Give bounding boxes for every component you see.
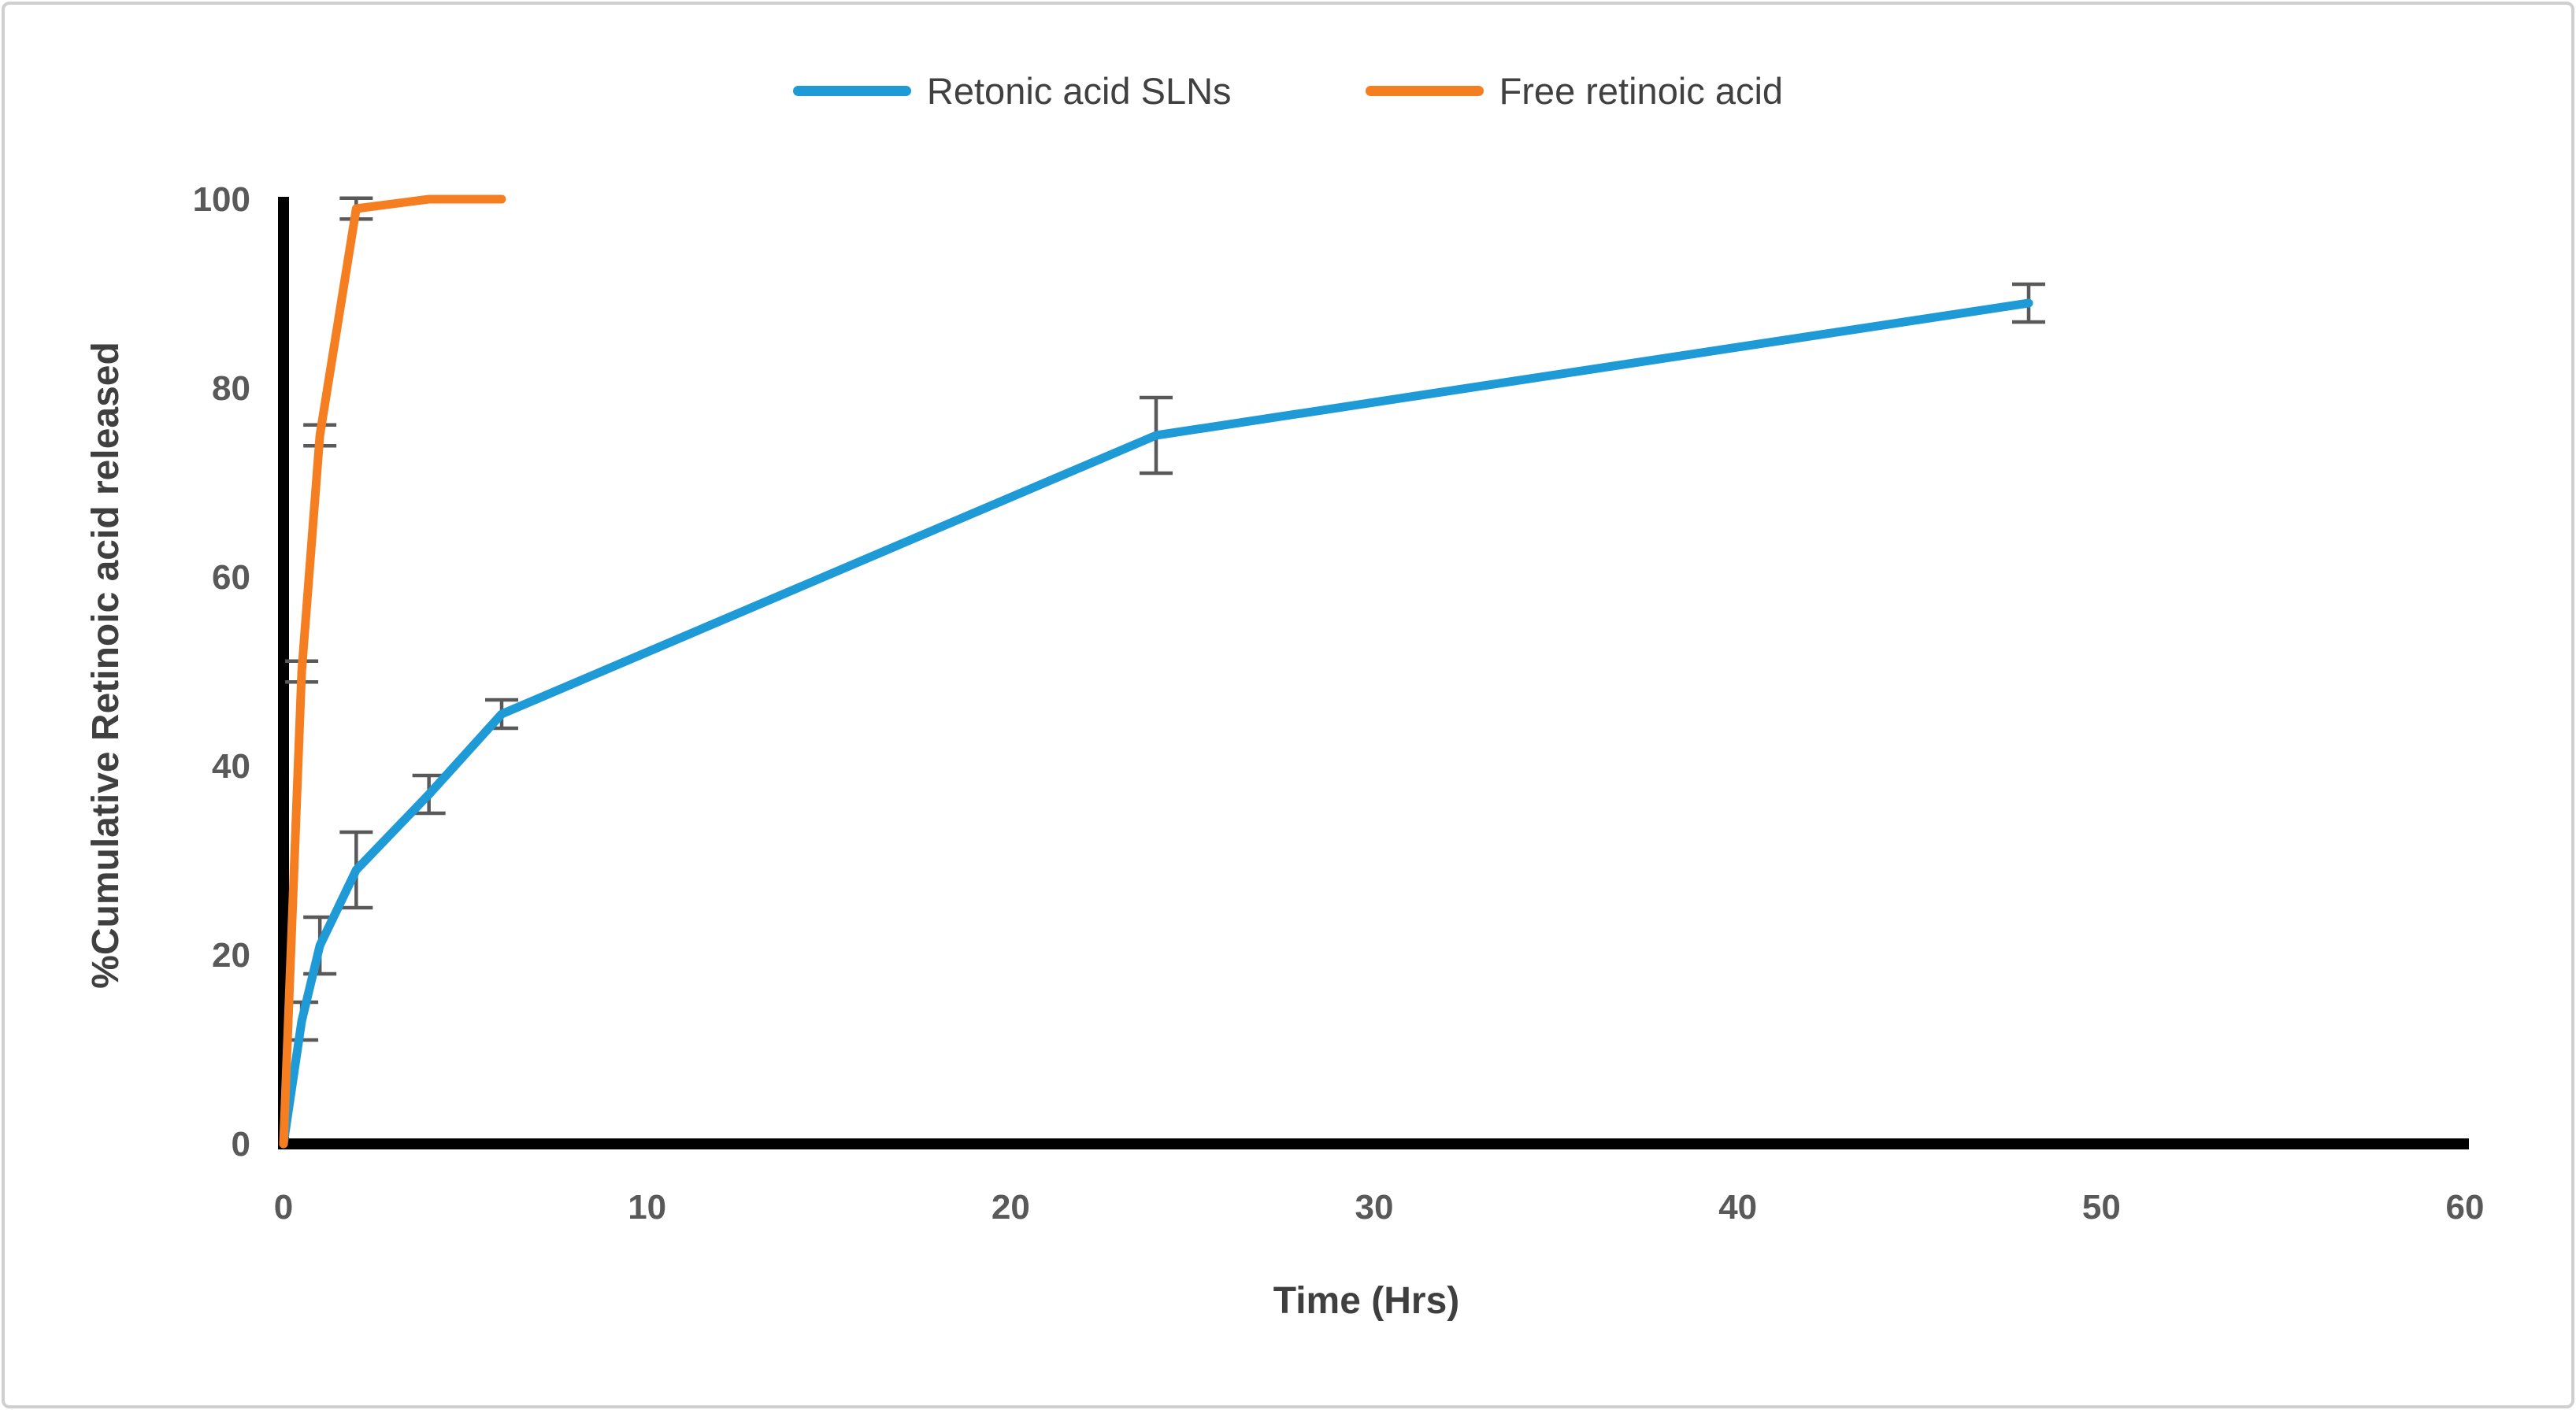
series-layer [279,194,2033,1149]
x-tick-label: 50 [2082,1188,2121,1227]
x-tick-label: 20 [991,1188,1030,1227]
x-tick-label: 60 [2446,1188,2485,1227]
errorbar-layer [285,196,2045,1042]
legend-item-sln: Retonic acid SLNs [792,69,1232,113]
legend-label-sln: Retonic acid SLNs [926,70,1232,112]
x-tick-label: 0 [274,1188,293,1227]
series-line-0 [279,298,2033,1149]
axes-layer [278,197,2469,1149]
y-tick-label: 0 [232,1125,250,1164]
legend-label-free: Free retinoic acid [1499,70,1784,112]
x-tick-label: 40 [1718,1188,1757,1227]
x-axis-title: Time (Hrs) [1273,1280,1460,1322]
series-line-1 [279,194,506,1149]
y-tick-label: 40 [212,747,250,786]
x-tick-label: 30 [1355,1188,1394,1227]
legend-item-free: Free retinoic acid [1365,69,1784,113]
y-tick-label: 100 [193,180,250,219]
y-tick-label: 80 [212,369,250,408]
y-tick-label: 60 [212,558,250,597]
legend: Retonic acid SLNs Free retinoic acid [0,69,2576,113]
legend-line-swatch-blue [792,86,911,96]
y-axis-title: %Cumulative Retinoic acid released [85,342,127,989]
y-tick-label: 20 [212,936,250,975]
x-tick-label: 10 [628,1188,666,1227]
legend-line-swatch-orange [1365,86,1484,96]
label-layer: %Cumulative Retinoic acid released Time … [85,180,2484,1322]
